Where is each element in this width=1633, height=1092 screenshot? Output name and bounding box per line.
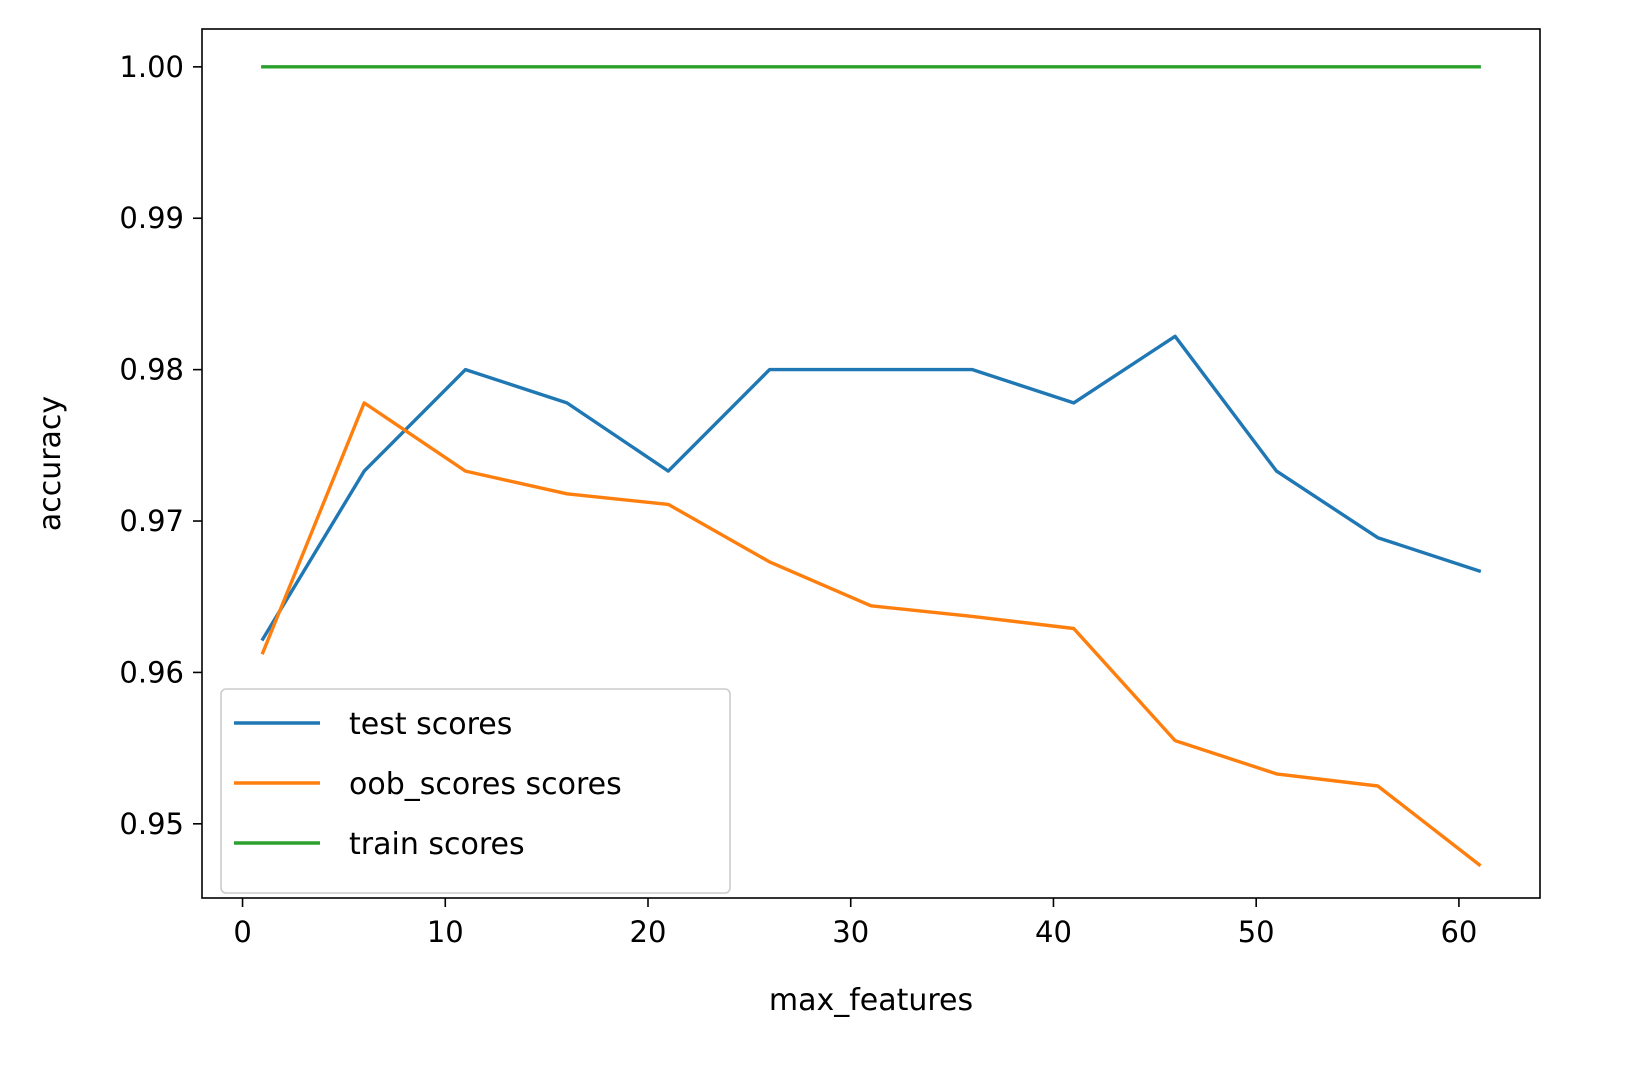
legend-box: [220, 688, 731, 894]
legend-label: test scores: [349, 707, 512, 742]
plot-area: [260, 65, 1482, 868]
x-axis-label: max_features: [769, 983, 973, 1018]
y-tick-label: 1.00: [119, 50, 184, 84]
x-tick-label: 0: [233, 915, 251, 949]
y-axis-label: accuracy: [33, 396, 68, 531]
series-line-1: [260, 401, 1482, 868]
y-tick-label: 0.96: [119, 655, 184, 689]
legend-label: train scores: [349, 827, 525, 862]
x-tick-label: 40: [1035, 915, 1072, 949]
legend-label: oob_scores scores: [349, 767, 622, 802]
series-line-0: [260, 334, 1482, 642]
legend: test scores oob_scores scores train scores: [220, 688, 731, 894]
y-tick-label: 0.98: [119, 353, 184, 387]
x-tick-label: 30: [832, 915, 869, 949]
axis-ticks: 0 10 20 30 40 50 60 0.95 0.96 0.97 0.98 0.99 1.00: [119, 50, 1477, 949]
x-tick-label: 50: [1238, 915, 1275, 949]
legend-item: oob_scores scores: [234, 767, 622, 802]
x-tick-label: 20: [630, 915, 667, 949]
x-tick-label: 10: [427, 915, 464, 949]
legend-item: test scores: [234, 707, 512, 742]
y-tick-label: 0.99: [119, 201, 184, 235]
plot-frame: [201, 28, 1541, 899]
legend-item: train scores: [234, 827, 525, 862]
y-tick-label: 0.97: [119, 504, 184, 538]
x-tick-label: 60: [1440, 915, 1477, 949]
y-tick-label: 0.95: [119, 807, 184, 841]
